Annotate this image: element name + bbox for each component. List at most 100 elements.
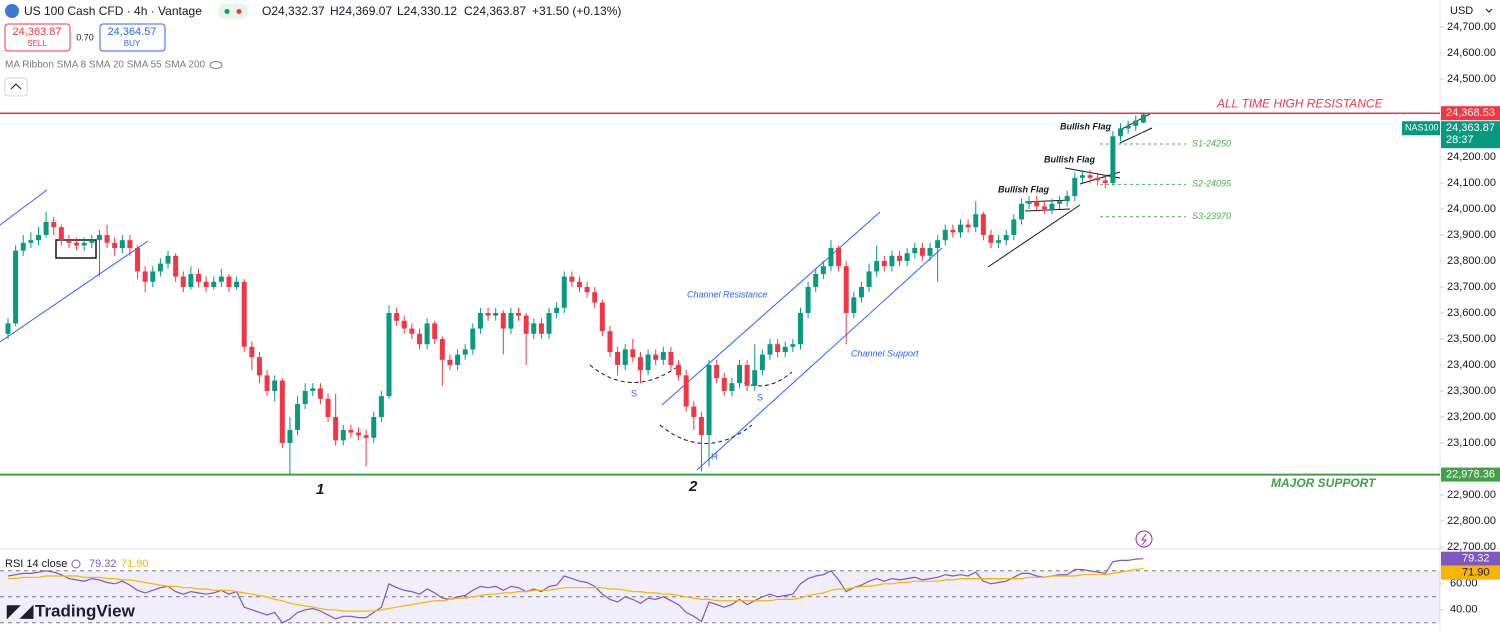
channel-resistance-line (661, 211, 881, 406)
alert-icon[interactable] (1135, 530, 1153, 548)
candle-body (858, 286, 864, 298)
candle-body (416, 333, 422, 345)
candle-body (150, 271, 156, 282)
y-tick-label: 24,700.00 (1447, 21, 1496, 33)
candle-body (1125, 125, 1131, 129)
eye-icon[interactable] (209, 61, 223, 69)
candle-body (1118, 128, 1124, 137)
candle-body (965, 224, 971, 228)
candle-body (767, 344, 773, 355)
support-level-label: S1-24250 (1192, 138, 1231, 148)
box (55, 239, 97, 259)
sell-button[interactable] (4, 23, 71, 52)
candle-body (881, 261, 887, 267)
candle-body (1064, 196, 1070, 202)
candle-body (950, 229, 956, 233)
candle-body (234, 281, 240, 287)
candle-body (470, 328, 476, 350)
candle-body (325, 398, 331, 417)
candle-body (203, 281, 209, 287)
indicator-legend[interactable]: MA Ribbon SMA 8 SMA 20 SMA 55 SMA 200 (5, 60, 206, 71)
rsi-line (8, 567, 1144, 612)
candle-body (165, 255, 171, 264)
candle-body (721, 377, 727, 391)
spread: 0.70 (76, 32, 94, 42)
y-tick-label: 23,800.00 (1447, 255, 1496, 267)
brand: TradingView (35, 601, 136, 620)
candle-body (279, 380, 285, 443)
candle-body (668, 351, 674, 365)
candle-body (241, 281, 247, 347)
candle-body (127, 240, 133, 249)
candle-body (904, 253, 910, 262)
candle-body (1087, 175, 1093, 178)
candle-body (386, 312, 392, 397)
y-tick-label: 22,800.00 (1447, 515, 1496, 527)
flag-line (987, 204, 1081, 268)
candle-body (531, 323, 537, 334)
ohlc-change: +31.50 (+0.13%) (532, 4, 621, 18)
candle-body (302, 390, 308, 404)
channel-line (0, 189, 48, 226)
candle-body (1003, 235, 1009, 241)
y-tick-label: 60.00 (1450, 578, 1478, 590)
candle-body (142, 271, 148, 282)
collapse-button[interactable] (4, 77, 28, 97)
y-tick-label: 24,100.00 (1447, 177, 1496, 189)
candle-body (218, 276, 224, 282)
ohlc-open: O24,332.37 (262, 4, 325, 18)
candle-body (340, 429, 346, 441)
candle-body (637, 357, 643, 371)
candle-body (310, 388, 316, 391)
candle-body (173, 255, 179, 277)
candle-body (43, 222, 49, 236)
candle-body (135, 248, 141, 272)
candle-body (477, 312, 483, 329)
rsi-title: RSI 14 close (5, 558, 67, 570)
candle-body (538, 323, 544, 334)
candle-body (1057, 201, 1063, 204)
candle-body (378, 396, 384, 417)
candle-body (508, 312, 514, 329)
support-level-label: S2-24095 (1192, 179, 1232, 189)
candle-body (874, 261, 880, 272)
candle-body (706, 364, 712, 436)
channel-line (0, 240, 149, 343)
buy-price: 24,364.57 (108, 26, 157, 38)
ohlc-low: L24,330.12 (397, 4, 457, 18)
candle-body (226, 276, 232, 287)
dropdown-icon (1485, 8, 1493, 13)
swing-low-label: 1 (316, 481, 324, 498)
candle-body (752, 370, 758, 386)
candle-body (35, 235, 41, 241)
candle-body (973, 214, 979, 228)
candle-body (820, 266, 826, 274)
y-tick-label: 23,600.00 (1447, 307, 1496, 319)
candle-body (775, 344, 781, 352)
candle-body (1026, 201, 1032, 204)
currency[interactable]: USD (1450, 5, 1473, 17)
head-arc (659, 424, 753, 444)
rsi-legend-value: 71.90 (121, 558, 149, 570)
candle-body (599, 302, 605, 332)
candle-body (455, 354, 461, 365)
y-tick-label: 23,500.00 (1447, 333, 1496, 345)
candle-body (912, 248, 918, 254)
flag-line (1024, 199, 1071, 203)
flag-line (1119, 127, 1153, 144)
candle-body (1102, 180, 1108, 184)
candle-body (889, 255, 895, 267)
y-tick-label: 22,700.00 (1447, 541, 1496, 553)
buy-button[interactable] (99, 23, 166, 52)
candle-body (744, 364, 750, 386)
status-pill (218, 4, 248, 19)
candle-body (569, 276, 575, 282)
candle-body (813, 274, 819, 287)
symbol-title[interactable]: US 100 Cash CFD · 4h · Vantage (24, 4, 202, 18)
countdown: 28:37 (1446, 134, 1474, 146)
sell-price: 24,363.87 (13, 26, 62, 38)
candle-body (104, 235, 110, 243)
candle-body (828, 248, 834, 267)
candle-body (660, 351, 666, 360)
